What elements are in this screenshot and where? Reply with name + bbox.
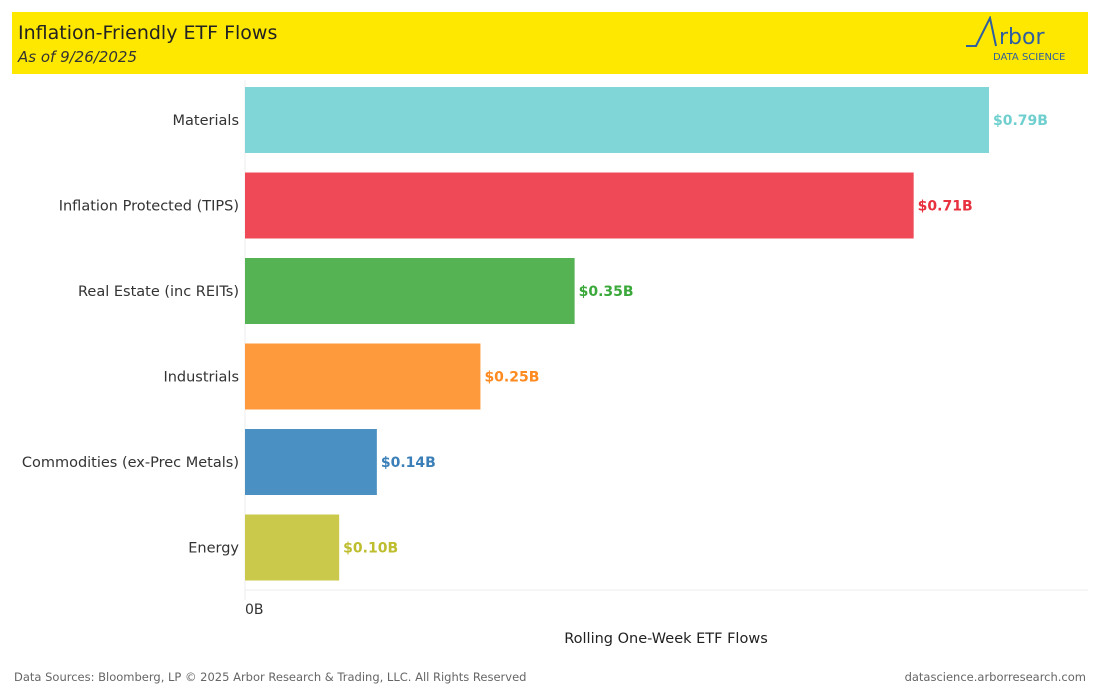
arbor-logo-icon: rbor DATA SCIENCE <box>966 15 1065 63</box>
data-label: $0.10B <box>343 541 398 557</box>
bar[interactable] <box>245 172 914 239</box>
bar[interactable] <box>245 258 575 324</box>
bar[interactable] <box>245 343 481 410</box>
bar[interactable] <box>245 429 377 495</box>
svg-text:rbor: rbor <box>999 25 1045 50</box>
category-label: Industrials <box>163 370 239 386</box>
category-label: Materials <box>173 113 239 129</box>
svg-text:DATA SCIENCE: DATA SCIENCE <box>993 52 1065 63</box>
category-label: Inflation Protected (TIPS) <box>59 199 239 215</box>
footer-url[interactable]: datascience.arborresearch.com <box>904 670 1086 684</box>
data-label: $0.35B <box>579 284 634 300</box>
bar[interactable] <box>245 87 989 153</box>
x-tick-label: 0B <box>245 602 264 618</box>
chart-subtitle: As of 9/26/2025 <box>18 48 137 66</box>
category-label: Energy <box>188 541 239 557</box>
bar[interactable] <box>245 514 340 581</box>
data-label: $0.79B <box>993 113 1048 129</box>
chart-title: Inflation-Friendly ETF Flows <box>18 22 278 44</box>
data-label: $0.71B <box>918 199 973 215</box>
category-label: Commodities (ex-Prec Metals) <box>22 455 239 471</box>
category-label: Real Estate (inc REITs) <box>78 284 239 300</box>
arbor-logo: rbor DATA SCIENCE <box>966 15 1078 70</box>
footer-sources: Data Sources: Bloomberg, LP © 2025 Arbor… <box>14 670 527 684</box>
x-axis-title: Rolling One-Week ETF Flows <box>564 631 768 647</box>
data-label: $0.25B <box>484 370 539 386</box>
data-label: $0.14B <box>381 455 436 471</box>
header-banner: Inflation-Friendly ETF Flows As of 9/26/… <box>12 12 1088 74</box>
